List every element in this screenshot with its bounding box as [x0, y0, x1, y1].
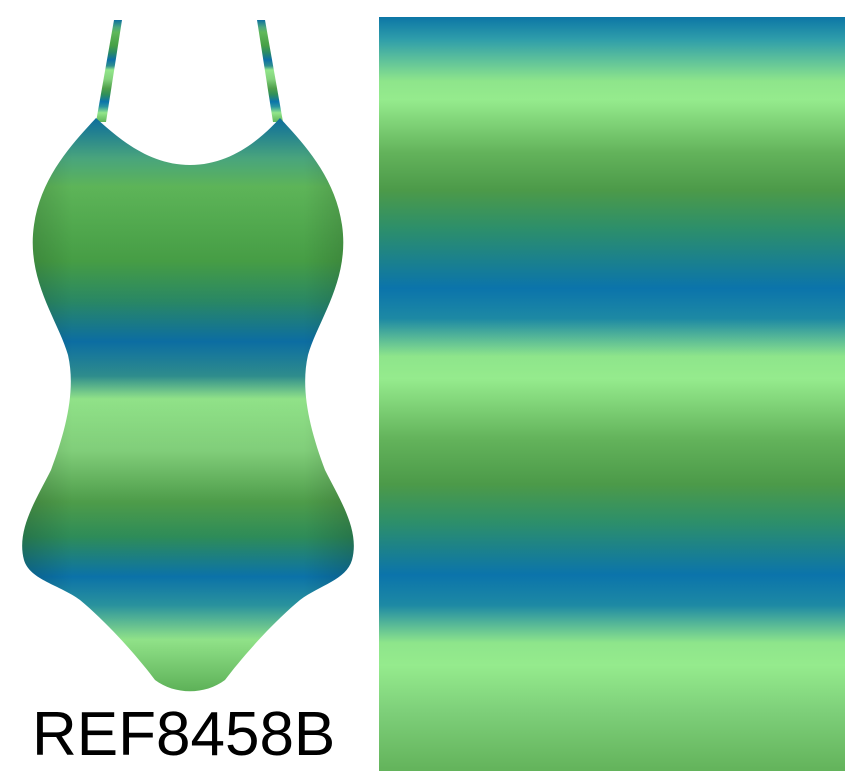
swimsuit-illustration: [0, 0, 375, 700]
left-strap: [96, 20, 122, 122]
reference-code: REF8458B: [32, 700, 336, 769]
right-strap: [257, 20, 283, 122]
swimsuit-shading: [22, 118, 354, 692]
fabric-pattern-swatch: [379, 17, 845, 771]
swimsuit-svg: [22, 20, 354, 692]
